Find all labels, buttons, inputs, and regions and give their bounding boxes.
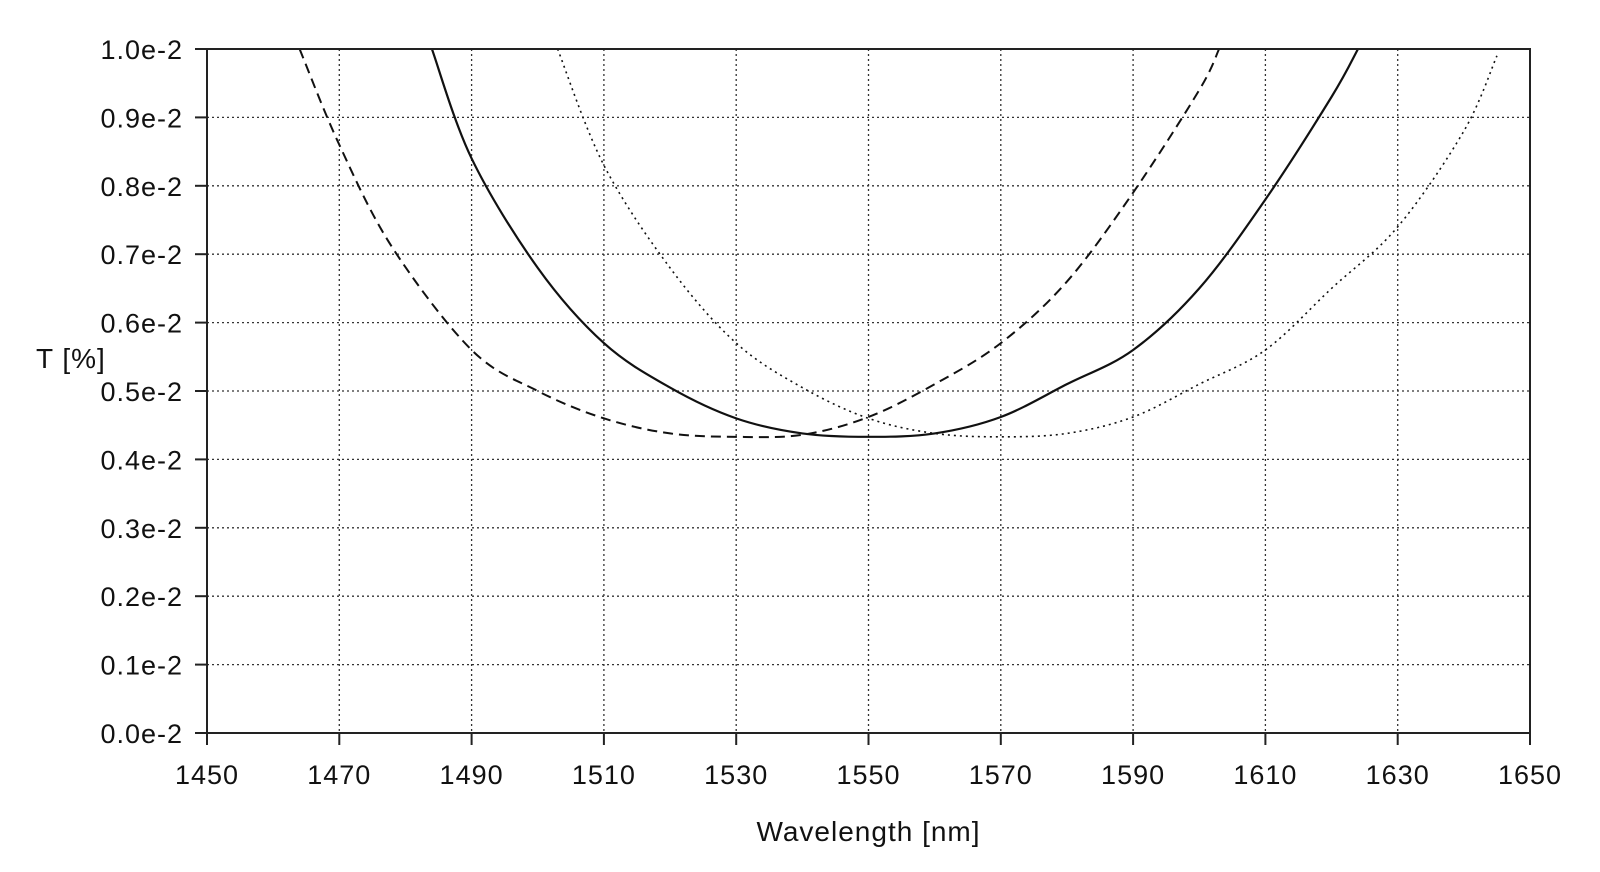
y-tick-label: 0.0e-2 — [100, 719, 183, 749]
x-tick-label: 1490 — [440, 760, 504, 790]
y-tick-label: 0.7e-2 — [100, 240, 183, 270]
x-tick-label: 1470 — [307, 760, 371, 790]
y-tick-label: 0.3e-2 — [100, 514, 183, 544]
y-tick-labels: 0.0e-2 0.1e-2 0.2e-2 0.3e-2 0.4e-2 0.5e-2 0.6e… — [100, 35, 183, 749]
x-tick-label: 1530 — [704, 760, 768, 790]
y-tick-label: 0.8e-2 — [100, 172, 183, 202]
y-tick-label: 1.0e-2 — [100, 35, 183, 65]
x-tick-label: 1590 — [1101, 760, 1165, 790]
x-tick-label: 1570 — [969, 760, 1033, 790]
tick-marks — [195, 48, 1531, 745]
y-tick-label: 0.1e-2 — [100, 651, 183, 681]
y-tick-label: 0.2e-2 — [100, 582, 183, 612]
x-tick-label: 1630 — [1366, 760, 1430, 790]
x-tick-label: 1610 — [1233, 760, 1297, 790]
x-tick-label: 1650 — [1498, 760, 1562, 790]
solid-series-line — [430, 49, 1359, 438]
x-tick-label: 1510 — [572, 760, 636, 790]
dashed-series-line — [298, 49, 1221, 439]
y-tick-label: 0.9e-2 — [100, 103, 183, 133]
x-axis-title: Wavelength [nm] — [756, 816, 980, 847]
x-tick-labels: 1450 1470 1490 1510 1530 1550 1570 1590 1610 1630… — [175, 760, 1562, 790]
y-tick-label: 0.5e-2 — [100, 377, 183, 407]
y-axis-title: T [%] — [36, 343, 106, 374]
x-tick-label: 1450 — [175, 760, 239, 790]
grid — [207, 49, 1530, 733]
y-tick-label: 0.6e-2 — [100, 309, 183, 339]
x-tick-label: 1550 — [836, 760, 900, 790]
dotted-series-line — [556, 49, 1498, 438]
series-lines — [298, 49, 1498, 439]
y-tick-label: 0.4e-2 — [100, 445, 183, 475]
